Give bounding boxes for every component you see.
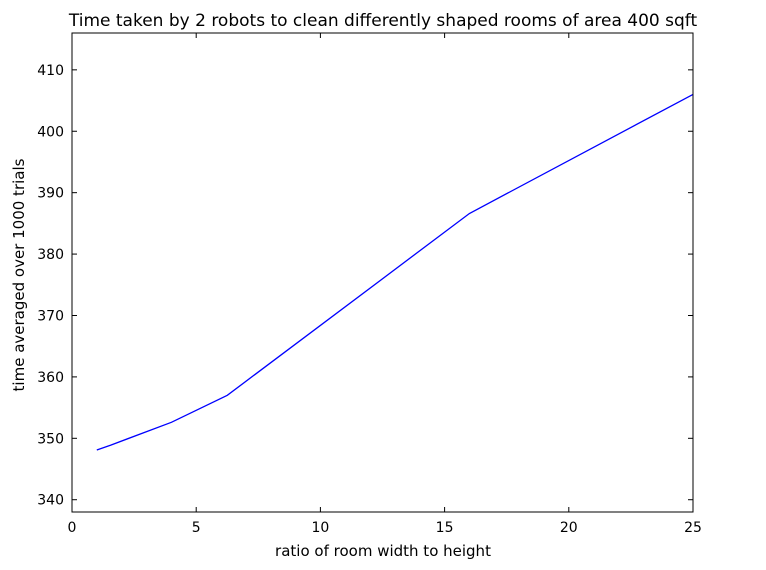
y-tick-label: 360 (37, 370, 64, 386)
y-tick-label: 390 (37, 186, 64, 202)
x-tick-label: 15 (436, 520, 454, 536)
x-tick-label: 10 (311, 520, 329, 536)
x-tick-label: 5 (192, 520, 201, 536)
x-tick-label: 0 (68, 520, 77, 536)
y-axis-ticks: 340 350 360 370 380 390 400 410 (37, 63, 693, 509)
y-tick-label: 370 (37, 308, 64, 324)
y-tick-label: 410 (37, 63, 64, 79)
x-tick-label: 25 (684, 520, 702, 536)
plot-frame (71, 32, 694, 513)
y-tick-label: 340 (37, 493, 64, 509)
x-axis-label: ratio of room width to height (275, 542, 491, 560)
x-axis-ticks: 0 5 10 15 20 25 (68, 33, 702, 536)
y-tick-label: 380 (37, 247, 64, 263)
y-axis-label: time averaged over 1000 trials (10, 158, 28, 391)
y-tick-label: 350 (37, 431, 64, 447)
chart-title: Time taken by 2 robots to clean differen… (68, 11, 698, 31)
series-line-0 (96, 93, 694, 451)
x-tick-label: 20 (560, 520, 578, 536)
y-tick-label: 400 (37, 124, 64, 140)
plot-area (71, 32, 694, 513)
